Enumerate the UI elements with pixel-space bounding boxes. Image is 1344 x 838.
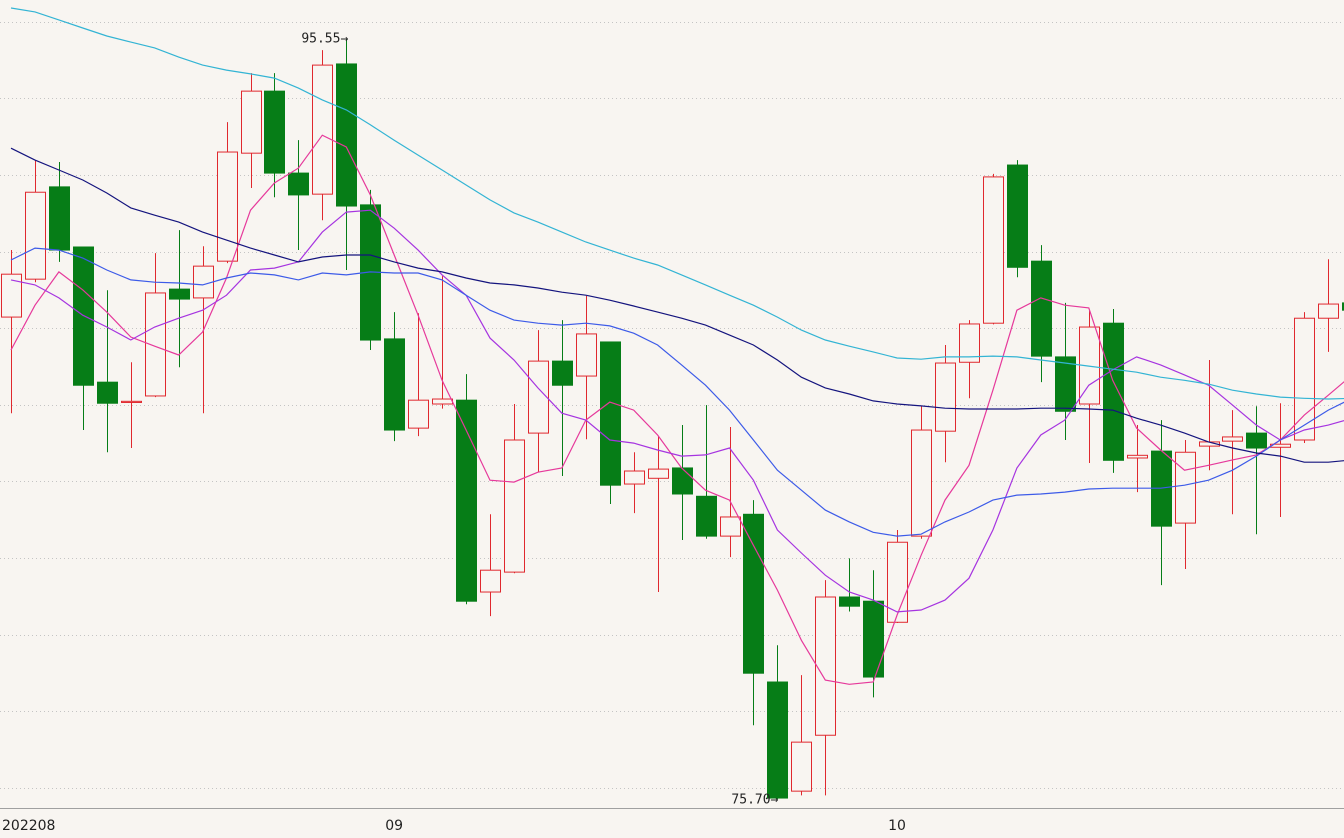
candle-up	[1079, 326, 1100, 405]
moving-average-line	[10, 134, 1344, 685]
candle-up	[25, 191, 46, 280]
candle-up	[504, 439, 525, 573]
candle-up	[1, 273, 22, 318]
candle-up	[1222, 436, 1243, 442]
candle-up	[983, 176, 1004, 324]
candle-up	[432, 398, 453, 405]
moving-average-line	[10, 7, 1344, 400]
candle-up	[217, 151, 238, 262]
candle-up	[241, 90, 262, 154]
candle-up	[935, 362, 956, 432]
candle-down	[1031, 260, 1052, 357]
candle-down	[456, 399, 477, 602]
candle-up	[815, 596, 836, 736]
candle-up	[911, 429, 932, 537]
moving-average-line	[10, 247, 1344, 537]
high-annotation: 95.55→	[301, 32, 348, 47]
candle-down	[169, 288, 190, 300]
candle-up	[1175, 451, 1196, 524]
candle-down	[696, 495, 717, 537]
candle-up	[624, 470, 645, 485]
candle-down	[97, 381, 118, 404]
moving-average-line	[10, 209, 1344, 613]
candle-down	[336, 63, 357, 207]
candle-down	[863, 600, 884, 678]
candle-down	[743, 513, 764, 674]
candle-up	[576, 333, 597, 377]
candle-up	[145, 292, 166, 397]
candle-up	[1127, 454, 1148, 459]
candle-up	[720, 516, 741, 537]
x-tick-label: 202208	[2, 818, 55, 834]
candle-down	[384, 338, 405, 431]
candle-down	[552, 360, 573, 386]
candle-up	[648, 468, 669, 479]
candle-up	[887, 541, 908, 623]
candle-down	[1342, 302, 1344, 311]
candle-up	[121, 400, 142, 403]
candle-up	[1294, 317, 1315, 441]
candle-down	[672, 467, 693, 495]
candle-up	[959, 323, 980, 363]
x-tick-label: 09	[385, 818, 403, 834]
candle-down	[600, 341, 621, 486]
candle-up	[791, 741, 812, 792]
candle-down	[1055, 356, 1076, 412]
low-annotation: 75.70→	[731, 793, 778, 808]
candle-up	[1318, 303, 1339, 319]
candle-up	[408, 399, 429, 429]
candle-down	[288, 172, 309, 196]
moving-average-line	[10, 147, 1344, 463]
candle-down	[1246, 432, 1267, 449]
candle-down	[49, 186, 70, 251]
candle-up	[528, 360, 549, 434]
candle-down	[839, 596, 860, 607]
x-tick-label: 10	[888, 818, 906, 834]
candle-up	[480, 569, 501, 593]
candle-down	[264, 90, 285, 174]
candle-down	[767, 681, 788, 799]
candle-up	[312, 64, 333, 195]
candle-down	[1103, 322, 1124, 461]
candle-down	[1007, 164, 1028, 268]
